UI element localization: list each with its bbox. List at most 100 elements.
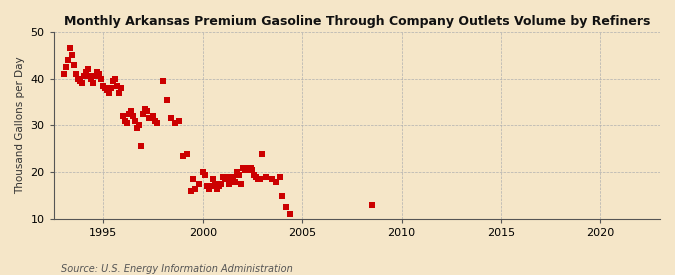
Point	[146, 116, 157, 121]
Point	[98, 84, 109, 88]
Point	[80, 70, 91, 74]
Point	[203, 186, 214, 191]
Point	[104, 90, 115, 95]
Point	[169, 121, 180, 125]
Text: Source: U.S. Energy Information Administration: Source: U.S. Energy Information Administ…	[61, 264, 292, 274]
Point	[112, 84, 123, 88]
Point	[209, 182, 220, 186]
Point	[178, 154, 188, 158]
Point	[275, 175, 286, 179]
Point	[60, 65, 71, 69]
Point	[213, 184, 224, 188]
Point	[245, 165, 256, 170]
Point	[239, 168, 250, 172]
Point	[124, 112, 134, 116]
Point	[106, 86, 117, 90]
Point	[128, 114, 138, 118]
Point	[108, 79, 119, 83]
Point	[120, 119, 131, 123]
Point	[367, 203, 377, 207]
Point	[158, 79, 169, 83]
Point	[78, 74, 89, 79]
Point	[76, 81, 87, 86]
Point	[132, 126, 142, 130]
Point	[285, 212, 296, 216]
Point	[190, 186, 200, 191]
Point	[165, 116, 176, 121]
Point	[114, 90, 125, 95]
Point	[241, 168, 252, 172]
Title: Monthly Arkansas Premium Gasoline Through Company Outlets Volume by Refiners: Monthly Arkansas Premium Gasoline Throug…	[63, 15, 650, 28]
Point	[267, 177, 278, 182]
Point	[110, 76, 121, 81]
Point	[94, 72, 105, 76]
Point	[64, 46, 75, 51]
Point	[92, 70, 103, 74]
Point	[188, 177, 198, 182]
Point	[232, 170, 242, 174]
Point	[230, 179, 240, 184]
Point	[140, 107, 151, 111]
Point	[186, 189, 196, 193]
Point	[74, 79, 85, 83]
Point	[217, 175, 228, 179]
Point	[261, 175, 272, 179]
Point	[142, 109, 153, 114]
Point	[134, 123, 144, 128]
Point	[126, 109, 136, 114]
Point	[227, 175, 238, 179]
Point	[70, 72, 81, 76]
Point	[194, 182, 205, 186]
Point	[62, 58, 73, 62]
Point	[205, 184, 216, 188]
Point	[173, 119, 184, 123]
Point	[122, 121, 133, 125]
Point	[243, 165, 254, 170]
Point	[100, 86, 111, 90]
Y-axis label: Thousand Gallons per Day: Thousand Gallons per Day	[15, 57, 25, 194]
Point	[136, 144, 146, 149]
Point	[233, 172, 244, 177]
Point	[150, 119, 161, 123]
Point	[152, 121, 163, 125]
Point	[82, 67, 93, 72]
Point	[253, 177, 264, 182]
Point	[225, 177, 236, 182]
Point	[84, 74, 95, 79]
Point	[197, 170, 208, 174]
Point	[251, 175, 262, 179]
Point	[116, 86, 127, 90]
Point	[199, 172, 210, 177]
Point	[211, 186, 222, 191]
Point	[138, 112, 148, 116]
Point	[182, 151, 192, 156]
Point	[148, 114, 159, 118]
Point	[235, 182, 246, 186]
Point	[249, 172, 260, 177]
Point	[223, 182, 234, 186]
Point	[72, 76, 83, 81]
Point	[255, 177, 266, 182]
Point	[90, 74, 101, 79]
Point	[88, 81, 99, 86]
Point	[277, 193, 288, 198]
Point	[118, 114, 129, 118]
Point	[66, 53, 77, 57]
Point	[130, 119, 140, 123]
Point	[271, 179, 281, 184]
Point	[68, 62, 79, 67]
Point	[144, 116, 155, 121]
Point	[96, 76, 107, 81]
Point	[247, 168, 258, 172]
Point	[58, 72, 69, 76]
Point	[257, 151, 268, 156]
Point	[221, 175, 232, 179]
Point	[237, 165, 248, 170]
Point	[201, 184, 212, 188]
Point	[86, 76, 97, 81]
Point	[215, 182, 226, 186]
Point	[207, 177, 218, 182]
Point	[219, 177, 230, 182]
Point	[281, 205, 292, 210]
Point	[102, 88, 113, 93]
